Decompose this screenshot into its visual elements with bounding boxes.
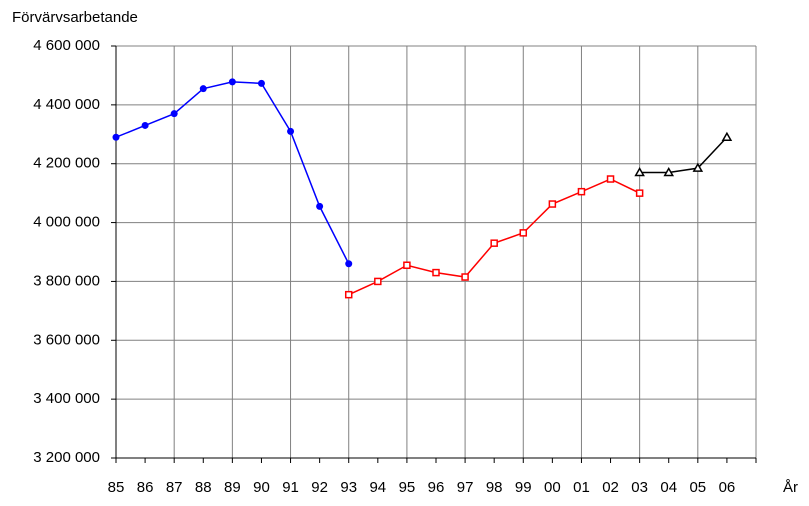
series-line: [348, 178, 640, 296]
point: [432, 268, 440, 277]
point: [345, 260, 353, 268]
x-tick-label: 01: [573, 479, 590, 496]
point: [692, 162, 704, 172]
x-tick-label: 86: [137, 479, 154, 496]
y-tick-label: 4 200 000: [33, 155, 100, 172]
x-tick-label: 97: [457, 479, 474, 496]
x-tick-label: 89: [224, 479, 241, 496]
series-line: [639, 136, 728, 174]
y-tick-label: 3 200 000: [33, 449, 100, 466]
x-tick-label: 95: [399, 479, 416, 496]
point: [548, 200, 557, 208]
point: [170, 110, 178, 118]
point: [721, 131, 733, 141]
point: [228, 78, 236, 86]
point: [606, 175, 615, 183]
point: [403, 261, 411, 269]
point: [490, 239, 498, 247]
y-axis-label: Förvärvsarbetande: [12, 9, 138, 26]
point: [635, 189, 644, 197]
x-tick-label: 04: [660, 479, 677, 496]
x-tick-label: 96: [428, 479, 445, 496]
y-tick-label: 3 800 000: [33, 272, 100, 289]
point: [461, 273, 469, 281]
x-tick-label: 90: [253, 479, 270, 496]
y-tick-label: 4 400 000: [33, 96, 100, 113]
point: [257, 79, 265, 87]
x-tick-label: 02: [602, 479, 619, 496]
x-tick-label: 93: [340, 479, 357, 496]
x-tick-label: 05: [689, 479, 706, 496]
x-tick-label: 98: [486, 479, 503, 496]
x-tick-label: 87: [166, 479, 183, 496]
y-tick-label: 4 000 000: [33, 214, 100, 231]
point: [141, 121, 149, 129]
point: [519, 229, 528, 237]
x-tick-label: 99: [515, 479, 532, 496]
point: [374, 277, 382, 286]
x-tick-label: 85: [108, 479, 125, 496]
x-tick-label: 06: [719, 479, 736, 496]
point: [634, 167, 645, 177]
x-tick-label: 88: [195, 479, 212, 496]
point: [287, 127, 295, 135]
y-tick-label: 3 400 000: [33, 390, 100, 407]
point: [316, 202, 324, 210]
x-tick-label: 92: [311, 479, 328, 496]
x-tick-label: 94: [369, 479, 386, 496]
x-tick-label: 00: [544, 479, 561, 496]
x-tick-label: 03: [631, 479, 648, 496]
point: [344, 290, 353, 299]
y-tick-label: 3 600 000: [33, 331, 100, 348]
x-tick-label: 91: [282, 479, 299, 496]
y-tick-label: 4 600 000: [33, 37, 100, 54]
point: [112, 133, 120, 141]
point: [577, 187, 586, 196]
x-axis-label: År: [783, 479, 798, 496]
point: [199, 85, 207, 93]
point: [663, 167, 675, 177]
